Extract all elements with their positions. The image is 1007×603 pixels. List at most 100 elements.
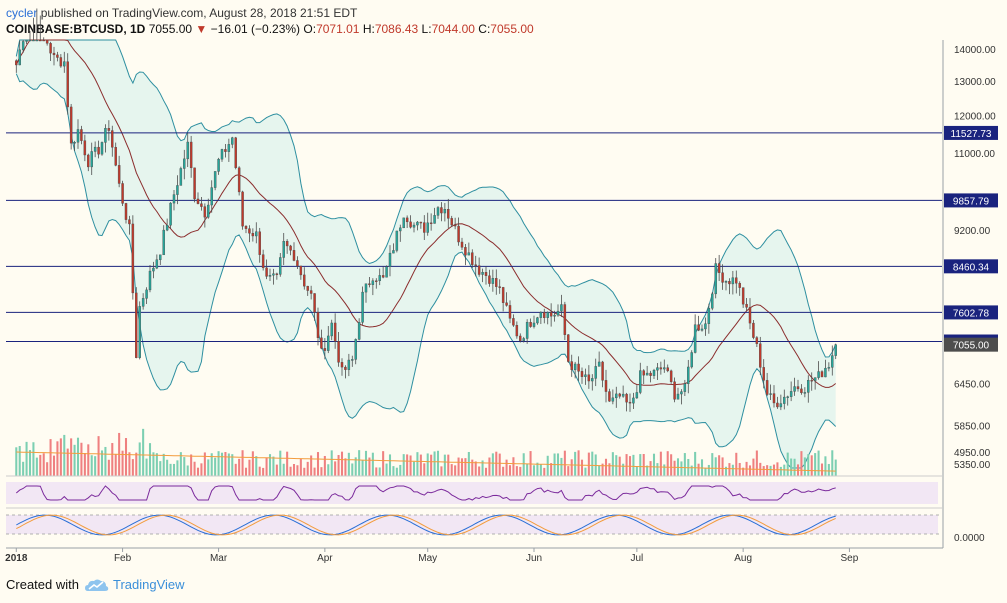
candle-body xyxy=(128,219,131,225)
candle-body xyxy=(663,367,666,370)
candle-body xyxy=(69,106,73,144)
volume-bar xyxy=(481,460,484,476)
volume-bar xyxy=(543,467,546,476)
volume-bar xyxy=(471,459,474,476)
y-tick-label: 9200.00 xyxy=(954,226,991,237)
candle-body xyxy=(337,341,340,363)
volume-bar xyxy=(817,450,820,476)
candle-body xyxy=(285,241,289,247)
candle-body xyxy=(591,378,594,382)
candle-body xyxy=(303,274,306,287)
candle-body xyxy=(457,225,460,243)
volume-bar xyxy=(124,438,128,476)
volume-bar xyxy=(478,466,481,476)
candle-body xyxy=(474,264,477,266)
y-tick-label: 11000.00 xyxy=(954,149,995,160)
volume-bar xyxy=(399,464,402,476)
author-link[interactable]: cycler xyxy=(6,6,38,20)
volume-bar xyxy=(49,439,52,476)
candle-body xyxy=(783,396,786,404)
volume-bar xyxy=(28,450,32,476)
candle-body xyxy=(416,221,419,226)
volume-bar xyxy=(238,458,241,476)
candle-body xyxy=(789,391,793,397)
candle-body xyxy=(460,241,464,248)
level-label: 8460.34 xyxy=(953,262,990,273)
candle-body xyxy=(227,144,231,152)
volume-bar xyxy=(680,461,683,476)
candle-body xyxy=(615,393,618,399)
candle-body xyxy=(656,367,659,371)
volume-bar xyxy=(752,458,755,476)
volume-bar xyxy=(183,457,186,476)
volume-bar xyxy=(166,459,169,476)
volume-bar xyxy=(474,461,477,476)
level-label: 9857.79 xyxy=(953,196,990,207)
candle-body xyxy=(477,265,481,275)
candle-body xyxy=(117,165,121,184)
y-tick-label: 13000.00 xyxy=(954,77,996,88)
volume-bar xyxy=(162,453,165,476)
price-chart[interactable]: 11527.739857.798460.347602.787106.787055… xyxy=(0,0,1007,570)
volume-bar xyxy=(769,465,772,476)
y-tick-label: 4950.00 xyxy=(954,448,991,459)
candle-body xyxy=(580,371,584,377)
candle-body xyxy=(827,367,831,369)
candle-body xyxy=(371,280,375,285)
candle-body xyxy=(32,39,35,42)
volume-bar xyxy=(111,443,114,476)
volume-ma-line xyxy=(16,451,836,472)
candle-body xyxy=(395,230,399,251)
candle-body xyxy=(251,233,255,237)
volume-bar xyxy=(673,460,676,476)
candle-body xyxy=(604,380,608,392)
candle-body xyxy=(721,272,724,283)
candle-body xyxy=(649,372,652,376)
candle-body xyxy=(481,272,484,275)
candle-body xyxy=(189,141,193,169)
volume-bar xyxy=(436,450,440,476)
stoch-axis-label: 0.0000 xyxy=(954,533,985,544)
volume-bar xyxy=(539,464,542,476)
candle-body xyxy=(333,322,337,342)
volume-bar xyxy=(502,466,505,476)
volume-bar xyxy=(347,452,350,476)
candle-body xyxy=(340,362,344,368)
volume-bar xyxy=(824,456,827,476)
volume-bar xyxy=(255,456,258,476)
candle-body xyxy=(237,167,241,193)
rsi-line xyxy=(15,485,836,501)
high-label: H: xyxy=(362,22,375,36)
volume-bar xyxy=(728,463,731,476)
candle-body xyxy=(217,158,220,172)
candle-body xyxy=(76,129,80,143)
candle-body xyxy=(313,293,316,313)
volume-bar xyxy=(454,465,457,476)
candle-body xyxy=(361,291,364,323)
candle-body xyxy=(495,278,498,287)
volume-bar xyxy=(834,459,837,476)
candle-body xyxy=(752,322,755,338)
candle-body xyxy=(618,393,621,397)
volume-bar xyxy=(625,454,628,476)
volume-bar xyxy=(498,453,501,476)
volume-bar xyxy=(292,464,296,476)
last-price: 7055.00 xyxy=(148,22,193,36)
volume-bar xyxy=(827,463,830,476)
volume-bar xyxy=(358,450,361,476)
candle-body xyxy=(628,401,632,404)
candle-body xyxy=(18,49,21,66)
candle-body xyxy=(73,142,76,144)
volume-bar xyxy=(532,465,536,476)
close-value: 7055.00 xyxy=(490,22,534,36)
candle-body xyxy=(152,267,155,272)
volume-bar xyxy=(714,457,717,476)
volume-bar xyxy=(748,465,752,476)
tradingview-brand[interactable]: TradingView xyxy=(84,577,185,592)
candle-body xyxy=(265,267,268,277)
candle-body xyxy=(306,285,309,291)
volume-bar xyxy=(90,455,93,476)
candle-body xyxy=(49,43,52,54)
candle-body xyxy=(357,322,361,340)
volume-bar xyxy=(697,463,700,476)
